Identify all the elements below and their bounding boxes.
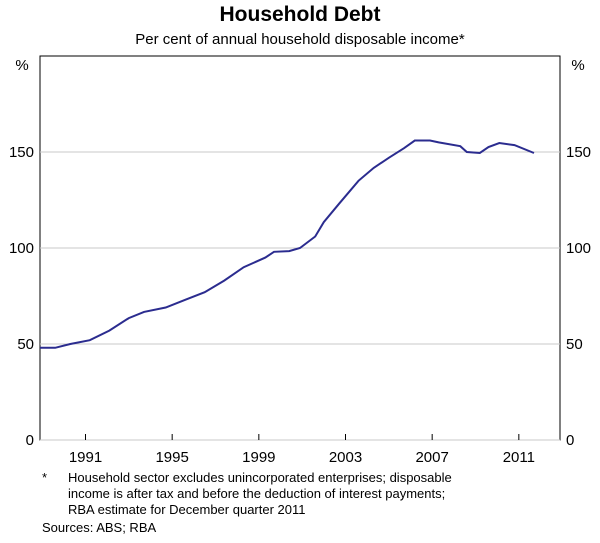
y2-axis-unit: % <box>571 57 584 74</box>
x-tick-label: 2003 <box>329 449 362 466</box>
chart-title: Household Debt <box>220 3 381 26</box>
y-tick-label: 150 <box>9 144 34 161</box>
x-tick-label: 1991 <box>69 449 102 466</box>
y2-tick-label: 0 <box>566 432 574 449</box>
footnote-line: income is after tax and before the deduc… <box>68 486 445 501</box>
y-axis-unit: % <box>15 57 28 74</box>
x-tick-label: 1999 <box>242 449 275 466</box>
data-line <box>40 139 535 349</box>
x-tick-label: 1995 <box>155 449 188 466</box>
y-tick-label: 100 <box>9 240 34 257</box>
y2-tick-label: 50 <box>566 336 583 353</box>
footnote-line: Household sector excludes unincorporated… <box>68 470 452 485</box>
y-tick-label: 50 <box>17 336 34 353</box>
x-tick-label: 2011 <box>503 449 535 466</box>
footnote-line: RBA estimate for December quarter 2011 <box>68 502 306 517</box>
sources: Sources: ABS; RBA <box>42 520 156 535</box>
y2-tick-label: 100 <box>566 240 591 257</box>
x-tick-label: 2007 <box>415 449 448 466</box>
chart-subtitle: Per cent of annual household disposable … <box>135 31 465 48</box>
y2-tick-label: 150 <box>566 144 591 161</box>
y-tick-label: 0 <box>26 432 34 449</box>
footnote-marker: * <box>42 470 47 485</box>
